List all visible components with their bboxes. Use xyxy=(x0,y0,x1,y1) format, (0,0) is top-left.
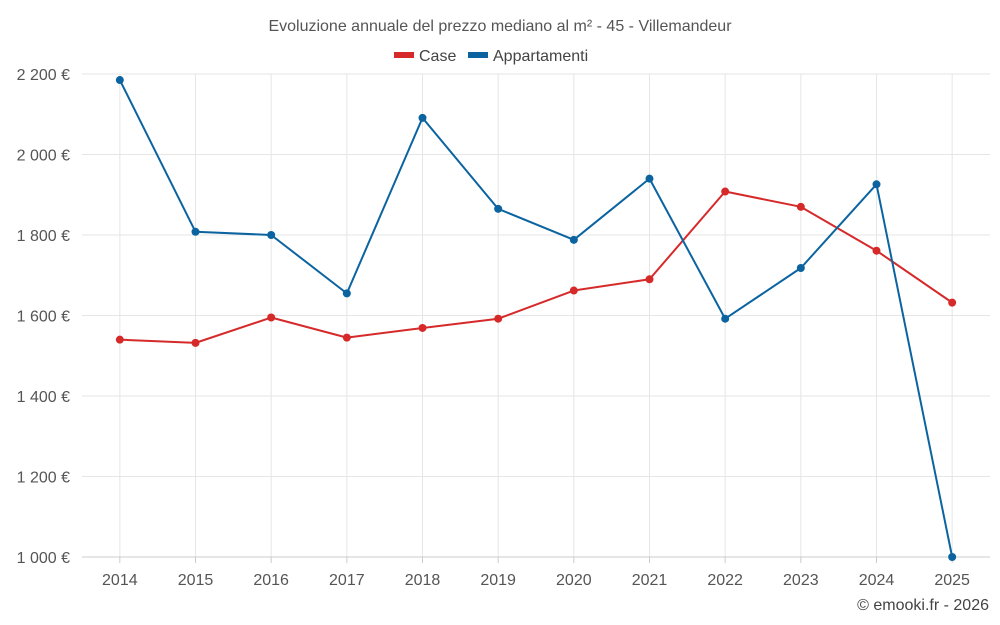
data-point-appartamenti[interactable] xyxy=(494,204,503,213)
data-point-appartamenti[interactable] xyxy=(645,174,654,183)
legend-label-case[interactable]: Case xyxy=(419,48,456,65)
series-line-case xyxy=(119,190,953,344)
y-tick-label: 1 000 € xyxy=(17,550,70,567)
data-point-case[interactable] xyxy=(342,333,351,342)
x-tick-label: 2025 xyxy=(934,572,970,589)
x-tick-label: 2023 xyxy=(783,572,819,589)
data-point-appartamenti[interactable] xyxy=(948,553,957,561)
y-tick-label: 1 200 € xyxy=(17,470,70,487)
x-tick-label: 2019 xyxy=(480,572,516,589)
y-tick-label: 2 000 € xyxy=(17,148,70,165)
data-point-appartamenti[interactable] xyxy=(569,235,578,244)
x-tick-label: 2018 xyxy=(405,572,441,589)
x-tick-label: 2024 xyxy=(859,572,895,589)
x-axis: 2014 2015 2016 2017 2018 2019 2020 2021 2022 2023… xyxy=(82,556,990,589)
grid xyxy=(82,73,990,558)
data-point-case[interactable] xyxy=(872,246,881,255)
credit-text: © emooki.fr - 2026 xyxy=(857,597,989,614)
data-point-case[interactable] xyxy=(948,298,957,307)
x-tick-label: 2017 xyxy=(329,572,365,589)
legend-label-appartamenti[interactable]: Appartamenti xyxy=(493,48,588,65)
x-tick-label: 2021 xyxy=(632,572,668,589)
series xyxy=(115,76,957,561)
data-point-appartamenti[interactable] xyxy=(115,76,124,85)
y-tick-label: 1 600 € xyxy=(17,309,70,326)
legend-swatch-case xyxy=(394,52,414,58)
data-point-appartamenti[interactable] xyxy=(796,264,805,273)
data-point-case[interactable] xyxy=(569,286,578,295)
data-point-appartamenti[interactable] xyxy=(191,227,200,236)
data-point-appartamenti[interactable] xyxy=(418,113,427,122)
data-point-appartamenti[interactable] xyxy=(342,289,351,298)
x-tick-label: 2014 xyxy=(102,572,138,589)
data-point-appartamenti[interactable] xyxy=(721,314,730,323)
legend: Case Appartamenti xyxy=(394,48,588,65)
data-point-case[interactable] xyxy=(418,323,427,332)
y-tick-label: 1 800 € xyxy=(17,228,70,245)
x-tick-label: 2020 xyxy=(556,572,592,589)
y-tick-label: 2 200 € xyxy=(17,67,70,84)
x-tick-label: 2016 xyxy=(253,572,289,589)
y-tick-label: 1 400 € xyxy=(17,389,70,406)
data-point-case[interactable] xyxy=(494,314,503,323)
data-point-case[interactable] xyxy=(191,338,200,347)
chart-title: Evoluzione annuale del prezzo mediano al… xyxy=(268,18,732,35)
data-point-case[interactable] xyxy=(796,202,805,211)
data-point-case[interactable] xyxy=(645,275,654,284)
data-point-case[interactable] xyxy=(115,335,124,344)
data-point-case[interactable] xyxy=(721,187,730,196)
legend-swatch-appartamenti xyxy=(468,52,488,58)
data-point-case[interactable] xyxy=(267,313,276,322)
x-tick-label: 2015 xyxy=(178,572,214,589)
data-point-appartamenti[interactable] xyxy=(267,231,276,239)
y-axis: 1 000 € 1 200 € 1 400 € 1 600 € 1 800 € 2 000… xyxy=(17,67,70,567)
x-tick-label: 2022 xyxy=(707,572,743,589)
series-line-appartamenti xyxy=(118,79,954,558)
data-point-appartamenti[interactable] xyxy=(872,180,881,189)
